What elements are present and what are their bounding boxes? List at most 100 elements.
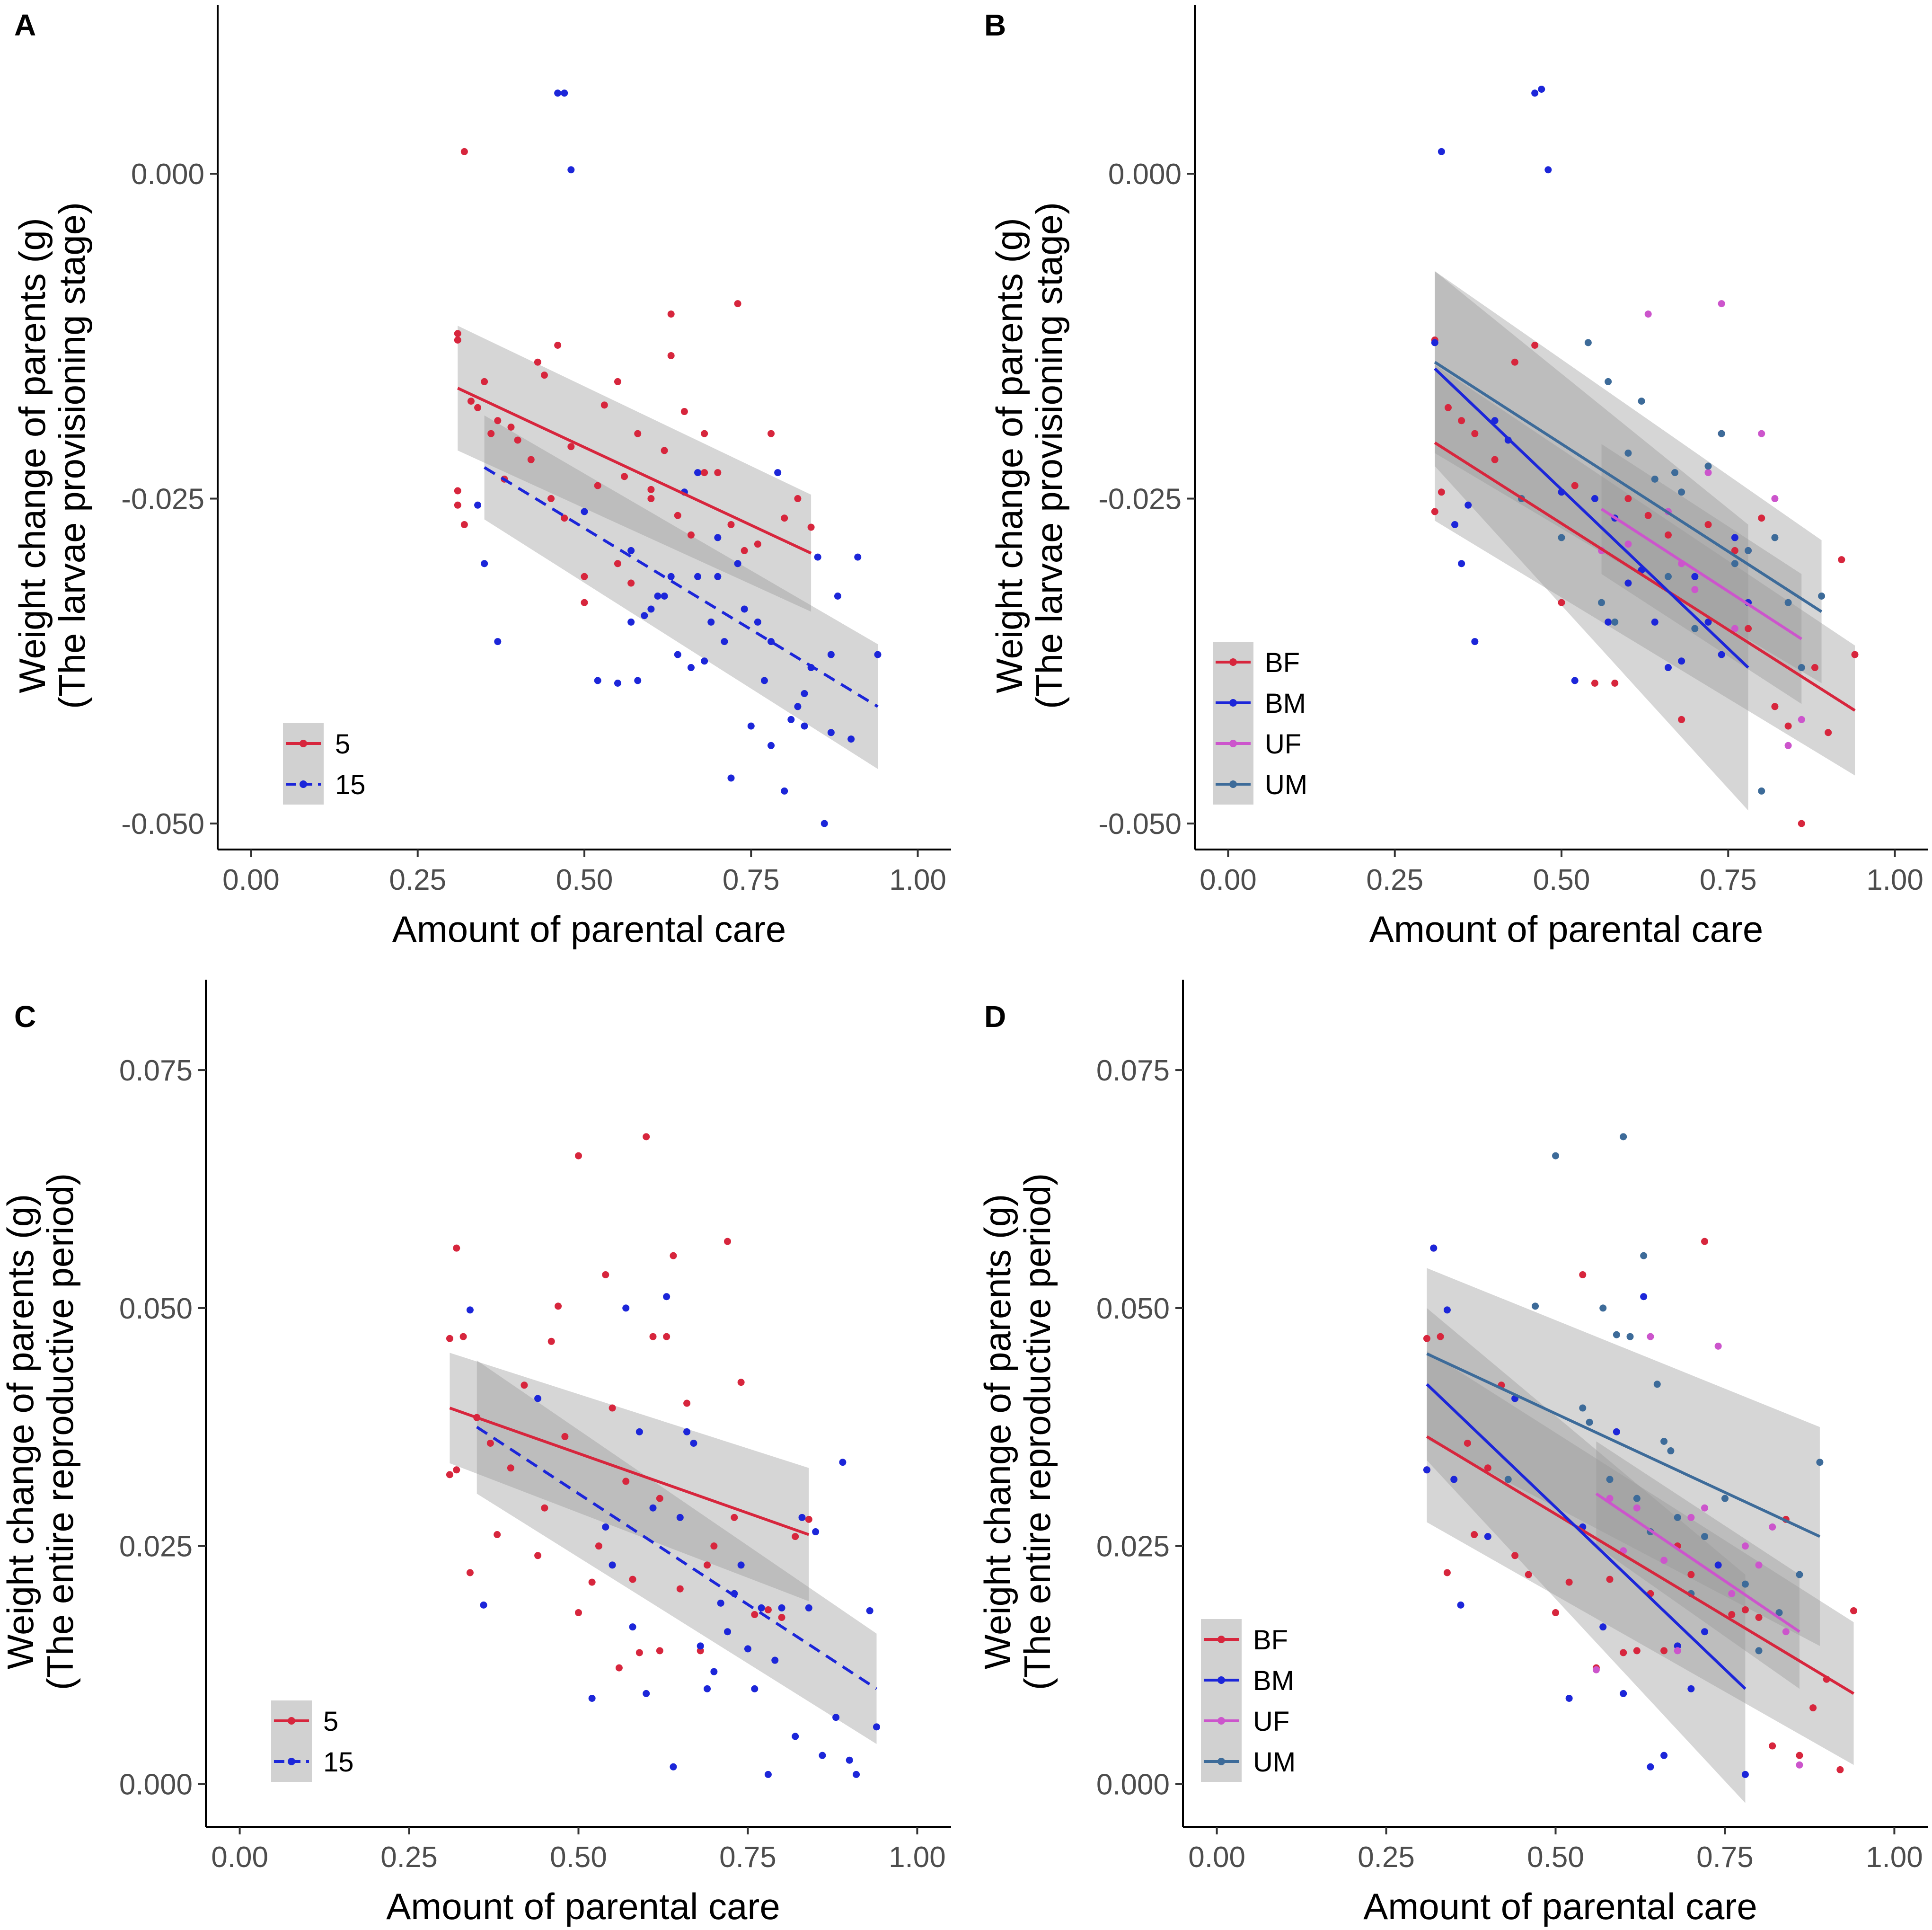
data-point: [1809, 1704, 1817, 1712]
data-point: [454, 336, 461, 344]
data-point: [758, 1604, 765, 1611]
data-point: [1511, 1552, 1519, 1559]
data-point: [1633, 1647, 1641, 1655]
data-point: [1745, 625, 1752, 632]
y-axis-title-line-2: (The entire reproductive period): [1016, 1173, 1058, 1691]
y-axis-title-line-2: (The larvae provisioning stage): [1028, 202, 1070, 709]
fit-line-bm: [1426, 1383, 1747, 1690]
legend-label-bf: BF: [1253, 1625, 1288, 1656]
data-point: [1728, 1590, 1736, 1597]
data-point: [1784, 599, 1792, 606]
y-axis-title-line-1: Weight change of parents (g): [0, 1194, 41, 1669]
data-point: [727, 774, 735, 782]
x-tick-label: 1.00: [1866, 1841, 1923, 1874]
data-point: [1701, 1533, 1708, 1540]
data-point: [714, 534, 722, 541]
data-point: [588, 1694, 596, 1702]
y-axis-title-line-1: Weight change of parents (g): [988, 218, 1030, 693]
data-point: [1769, 1742, 1776, 1750]
data-point: [798, 1514, 806, 1521]
data-point: [873, 1723, 880, 1731]
data-point: [1714, 1561, 1722, 1569]
data-point: [741, 605, 748, 613]
data-point: [1771, 534, 1779, 541]
data-point: [1606, 1476, 1614, 1483]
data-point: [1605, 618, 1612, 626]
panel-letter: B: [984, 8, 1006, 42]
data-point: [661, 593, 668, 600]
data-point: [446, 1471, 453, 1478]
data-point: [661, 447, 668, 454]
legend: 515: [271, 1700, 354, 1782]
data-point: [747, 722, 755, 730]
data-point: [670, 1763, 677, 1771]
data-point: [1731, 560, 1738, 567]
data-point: [634, 677, 642, 684]
data-point: [1586, 1418, 1593, 1426]
x-tick-label: 0.75: [1696, 1841, 1754, 1874]
series-um: [1517, 339, 1826, 795]
data-point: [1491, 456, 1499, 463]
data-point: [1451, 521, 1459, 528]
data-point: [609, 1561, 616, 1569]
series-5: [446, 1133, 812, 1672]
data-point: [534, 1552, 542, 1559]
data-point: [1651, 618, 1659, 626]
data-point: [1701, 1238, 1708, 1245]
data-point: [1430, 1244, 1438, 1252]
data-point: [1811, 664, 1818, 672]
data-point: [764, 1606, 772, 1613]
data-point: [1816, 1459, 1824, 1466]
series-5: [454, 148, 815, 606]
data-point: [1838, 556, 1845, 564]
data-point: [1782, 1628, 1790, 1636]
data-point: [1704, 521, 1712, 528]
data-point: [561, 89, 568, 97]
data-point: [1687, 1514, 1695, 1521]
x-tick-label: 0.50: [1533, 864, 1590, 896]
y-tick-label: 0.075: [119, 1054, 193, 1087]
data-point: [1633, 1495, 1641, 1502]
data-point: [1704, 462, 1712, 470]
data-point: [846, 1756, 853, 1764]
data-point: [680, 408, 688, 416]
data-point: [1718, 430, 1725, 437]
data-point: [697, 1642, 704, 1650]
data-point: [834, 593, 841, 600]
legend-label-um: UM: [1265, 770, 1307, 800]
data-point: [832, 1714, 840, 1721]
legend-label-bf: BF: [1265, 647, 1300, 678]
data-point: [634, 430, 642, 437]
data-point: [754, 618, 761, 626]
data-point: [567, 443, 575, 451]
data-point: [667, 352, 675, 359]
data-point: [1531, 89, 1539, 97]
data-point: [649, 1504, 657, 1512]
series-uf: [1598, 300, 1805, 749]
data-point: [1755, 1647, 1763, 1655]
data-point: [1457, 1601, 1464, 1609]
data-point: [1850, 1607, 1857, 1614]
ci-band-bm: [1427, 1308, 1746, 1803]
data-point: [487, 430, 495, 437]
legend: 515: [283, 723, 366, 805]
data-point: [794, 495, 802, 503]
data-point: [792, 1533, 799, 1540]
data-point: [540, 372, 548, 379]
data-point: [704, 1685, 711, 1692]
data-point: [1825, 729, 1832, 736]
data-point: [460, 521, 468, 528]
x-tick-label: 0.50: [556, 864, 613, 896]
data-point: [1660, 1647, 1668, 1655]
data-point: [1443, 1306, 1451, 1314]
data-point: [1718, 651, 1725, 658]
data-point: [1678, 488, 1685, 496]
data-point: [744, 1645, 751, 1653]
data-point: [1531, 341, 1539, 349]
data-point: [1504, 1476, 1512, 1483]
y-tick-label: -0.025: [121, 483, 204, 516]
data-point: [1664, 664, 1672, 672]
data-point: [1423, 1335, 1430, 1342]
data-point: [602, 1271, 609, 1278]
data-point: [714, 469, 722, 477]
